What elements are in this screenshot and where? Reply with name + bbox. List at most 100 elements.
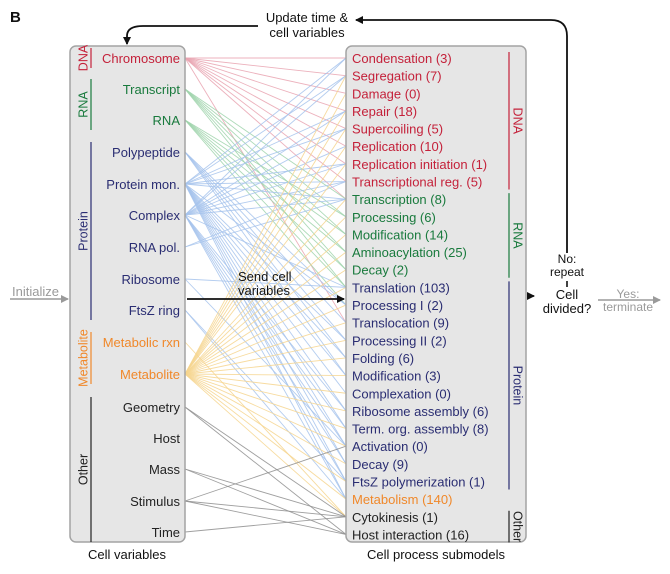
process-group-label: DNA [511, 108, 525, 135]
process-label: Complexation (0) [352, 386, 451, 401]
connection-line [184, 373, 347, 394]
cell-variables-box [69, 45, 186, 543]
connection-line [184, 516, 347, 533]
variable-label: Ribosome [121, 272, 180, 287]
connection-line [184, 151, 347, 306]
connection-line [184, 145, 347, 216]
connection-line [184, 373, 347, 518]
process-label: Host interaction (16) [352, 527, 469, 542]
process-label: Decay (2) [352, 263, 408, 278]
variable-label: FtsZ ring [129, 303, 180, 318]
variable-group-label: DNA [76, 44, 90, 71]
connection-lines [184, 57, 347, 535]
connection-line [184, 110, 347, 185]
no-repeat-label-1: No: [558, 252, 577, 266]
connection-line [184, 286, 347, 375]
variable-label: Mass [149, 462, 181, 477]
connection-line [184, 57, 347, 94]
connection-line [184, 322, 347, 375]
connection-line [184, 304, 347, 375]
process-label: Repair (18) [352, 104, 417, 119]
decision-label-2: divided? [543, 301, 591, 316]
yes-terminate-label-1: Yes: [617, 287, 640, 301]
variable-labels: Chromosome Transcript RNA Polypeptide Protei… [102, 51, 181, 540]
process-group-label: RNA [511, 222, 525, 249]
process-label: Translocation (9) [352, 316, 449, 331]
variable-group-labels: DNA RNA Protein Metabolite Other [76, 44, 92, 542]
connection-line [184, 183, 347, 341]
variable-label: Complex [129, 208, 181, 223]
connection-line [184, 88, 347, 253]
variable-label: Metabolic rxn [103, 335, 180, 350]
connection-line [184, 198, 347, 375]
process-label: Transcriptional reg. (5) [352, 175, 482, 190]
connection-line [184, 88, 347, 288]
process-label: Translation (103) [352, 280, 450, 295]
connection-line [184, 88, 347, 271]
connection-line [184, 183, 347, 200]
process-label: Activation (0) [352, 439, 428, 454]
connection-line [184, 216, 347, 375]
connection-line [184, 198, 347, 248]
connection-line [184, 57, 347, 112]
connection-line [184, 500, 347, 535]
connection-line [184, 183, 347, 465]
connection-line [184, 119, 347, 218]
cell-processes-caption: Cell process submodels [367, 547, 506, 562]
connection-line [184, 57, 347, 182]
connection-line [184, 183, 347, 306]
connection-line [184, 119, 347, 306]
connection-line [184, 183, 347, 394]
connection-line [184, 183, 347, 447]
connection-line [184, 128, 347, 375]
connection-line [184, 57, 347, 129]
variable-label: Time [152, 525, 180, 540]
process-label: Folding (6) [352, 351, 414, 366]
connection-line [184, 445, 347, 502]
process-label: Modification (14) [352, 227, 448, 242]
connection-line [184, 57, 347, 185]
variable-label: Chromosome [102, 51, 180, 66]
connection-line [184, 198, 347, 216]
variable-label: Metabolite [120, 367, 180, 382]
variable-group-label: Protein [76, 211, 90, 251]
connection-line [184, 57, 347, 77]
process-label: Modification (3) [352, 369, 441, 384]
process-label: Transcription (8) [352, 192, 446, 207]
process-group-labels: DNA RNA Protein Other [508, 52, 525, 543]
process-label: Processing II (2) [352, 333, 447, 348]
connection-line [184, 468, 347, 535]
variable-label: Transcript [123, 82, 181, 97]
connection-line [184, 309, 347, 500]
process-label: FtsZ polymerization (1) [352, 474, 485, 489]
variable-group-label: RNA [76, 91, 90, 118]
variable-label: RNA [153, 113, 181, 128]
connection-line [184, 119, 347, 235]
connection-line [184, 88, 347, 235]
connection-line [184, 373, 347, 429]
connection-line [184, 373, 347, 500]
connection-line [184, 181, 347, 216]
connection-line [184, 468, 347, 518]
process-group-label: Other [511, 511, 525, 542]
variable-label: Host [153, 431, 180, 446]
process-label: Replication (10) [352, 139, 443, 154]
process-label: Term. org. assembly (8) [352, 422, 489, 437]
variable-label: Protein mon. [106, 177, 180, 192]
connection-line [184, 183, 347, 482]
connection-line [184, 183, 347, 359]
connection-line [184, 57, 347, 165]
process-label: Processing I (2) [352, 298, 443, 313]
connection-line [184, 75, 347, 216]
connection-line [184, 373, 347, 412]
yes-terminate-label-2: terminate [603, 300, 653, 314]
connection-line [184, 341, 347, 518]
connection-line [184, 339, 347, 375]
process-label: Processing (6) [352, 210, 436, 225]
connection-line [184, 163, 347, 375]
connection-line [184, 500, 347, 518]
cell-processes-box [345, 45, 527, 543]
connection-line [184, 406, 347, 518]
process-group-label: Protein [511, 366, 525, 406]
process-label: Aminoacylation (25) [352, 245, 467, 260]
